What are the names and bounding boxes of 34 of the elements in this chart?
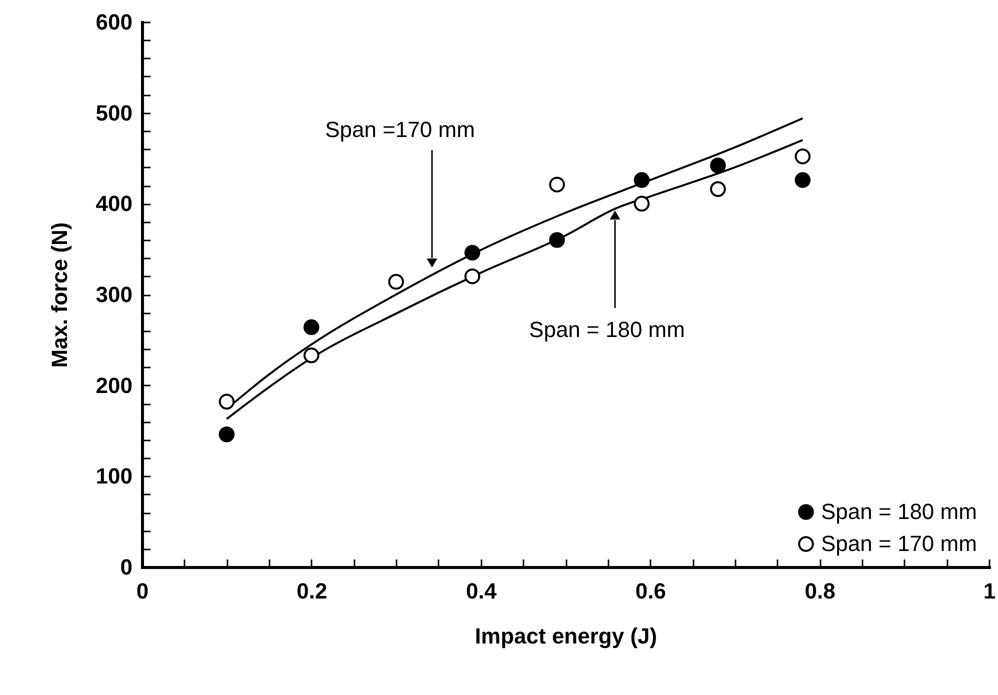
point [710,181,726,198]
point [794,148,811,164]
x-axis-title: Impact energy (J) [474,624,658,648]
annotation: Span =170 mm [325,117,475,142]
y-tick-label: 400 [96,191,132,216]
point [218,426,235,442]
point [549,176,565,192]
point [304,347,320,364]
x-tick-label: 0 [136,578,149,604]
y-axis-title: Max. force (N) [46,222,72,368]
point [464,244,480,261]
x-tick-label: 0.6 [635,578,666,604]
y-tick-label: 600 [96,10,132,34]
y-tick-label: 500 [96,100,132,126]
annotation: Span = 180 mm [529,317,685,342]
x-tick-label: 0.2 [296,578,328,604]
point [388,274,404,290]
point [710,158,726,174]
point [794,172,811,188]
y-tick-label: 300 [96,282,132,307]
point [304,319,320,336]
legend-label: Span = 170 mm [821,531,977,556]
point [549,232,565,248]
legend-label: Span = 180 mm [821,499,977,524]
point [634,196,650,212]
y-tick-label: 200 [96,372,132,398]
y-tick-label: 100 [96,464,132,489]
x-tick-label: 0.4 [466,578,498,604]
x-tick-label: 1 [983,578,996,604]
point [464,268,480,284]
y-tick-label: 0 [120,554,132,580]
x-tick-label: 0.8 [804,578,836,604]
point [634,172,650,188]
point [218,394,235,410]
